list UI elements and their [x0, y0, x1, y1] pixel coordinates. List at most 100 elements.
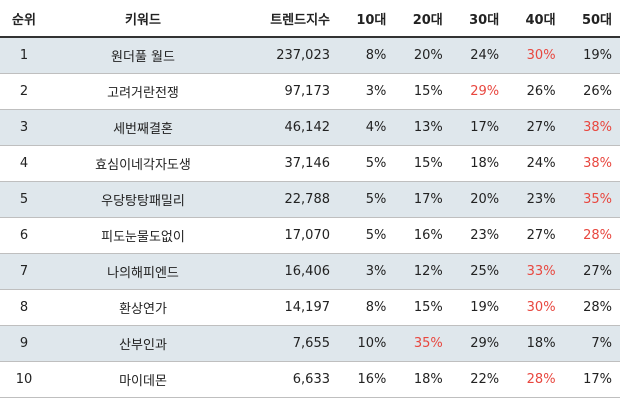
cell-age20: 15%: [413, 299, 443, 315]
table-row: 8 환상연가 14,197 8% 15% 19% 30% 28%: [0, 289, 620, 325]
cell-trend-index: 7,655: [292, 335, 330, 351]
cell-age50: 7%: [591, 335, 612, 351]
cell-keyword: 고려거란전쟁: [107, 85, 179, 101]
cell-age40: 28%: [526, 371, 556, 387]
cell-age20: 20%: [413, 47, 443, 63]
cell-rank: 4: [19, 155, 29, 171]
header-trend-index: 트렌드지수: [270, 12, 330, 28]
cell-rank: 1: [19, 47, 29, 63]
table-row: 10 마이데몬 6,633 16% 18% 22% 28% 17%: [0, 361, 620, 397]
cell-trend-index: 22,788: [284, 191, 331, 207]
cell-age40: 23%: [526, 191, 556, 207]
cell-rank: 10: [15, 371, 33, 387]
cell-age20: 16%: [413, 227, 443, 243]
header-age30: 30대: [469, 12, 500, 28]
cell-age20: 15%: [413, 83, 443, 99]
cell-age40: 27%: [526, 227, 556, 243]
cell-rank: 7: [19, 263, 29, 279]
header-age10: 10대: [356, 12, 387, 28]
cell-keyword: 마이데몬: [119, 373, 167, 389]
cell-age30: 29%: [470, 335, 500, 351]
cell-age50: 26%: [583, 83, 612, 99]
cell-age50: 38%: [583, 155, 612, 171]
table-body: 1 원더풀 월드 237,023 8% 20% 24% 30% 19% 2 고려거란전쟁 97,17…: [0, 37, 620, 397]
table-row: 2 고려거란전쟁 97,173 3% 15% 29% 26% 26%: [0, 73, 620, 109]
cell-trend-index: 16,406: [284, 263, 331, 279]
cell-keyword: 효심이네각자도생: [95, 157, 191, 173]
cell-age20: 15%: [413, 155, 443, 171]
cell-age40: 27%: [526, 119, 556, 135]
cell-age50: 28%: [583, 227, 612, 243]
table-row: 1 원더풀 월드 237,023 8% 20% 24% 30% 19%: [0, 37, 620, 73]
cell-rank: 9: [19, 335, 29, 351]
cell-age50: 35%: [583, 191, 612, 207]
cell-keyword: 산부인과: [119, 337, 167, 353]
cell-trend-index: 14,197: [284, 299, 331, 315]
cell-trend-index: 17,070: [284, 227, 331, 243]
cell-age50: 19%: [583, 47, 612, 63]
cell-age10: 5%: [365, 191, 387, 207]
cell-age40: 33%: [526, 263, 556, 279]
cell-trend-index: 97,173: [284, 83, 331, 99]
cell-age10: 3%: [365, 263, 387, 279]
cell-rank: 8: [19, 299, 29, 315]
cell-age10: 8%: [365, 47, 387, 63]
cell-keyword: 세번째결혼: [113, 121, 173, 137]
cell-age20: 18%: [413, 371, 443, 387]
cell-trend-index: 6,633: [292, 371, 330, 387]
cell-rank: 5: [19, 191, 29, 207]
cell-age10: 5%: [365, 227, 387, 243]
cell-age20: 35%: [413, 335, 443, 351]
header-age40: 40대: [525, 12, 556, 28]
cell-age40: 30%: [526, 299, 556, 315]
cell-keyword: 환상연가: [119, 301, 167, 317]
cell-keyword: 나의해피엔드: [107, 265, 179, 281]
cell-age30: 17%: [470, 119, 500, 135]
cell-age10: 5%: [365, 155, 387, 171]
cell-age10: 4%: [365, 119, 387, 135]
cell-keyword: 우당탕탕패밀리: [101, 193, 185, 209]
cell-age10: 3%: [365, 83, 387, 99]
table-header-row: 순위 키워드 트렌드지수 10대 20대 30대 40대 50대: [0, 0, 620, 37]
cell-age20: 17%: [413, 191, 443, 207]
cell-trend-index: 37,146: [284, 155, 331, 171]
cell-rank: 6: [19, 227, 29, 243]
table-row: 3 세번째결혼 46,142 4% 13% 17% 27% 38%: [0, 109, 620, 145]
header-age50: 50대: [581, 12, 612, 28]
cell-age20: 12%: [413, 263, 443, 279]
table-row: 9 산부인과 7,655 10% 35% 29% 18% 7%: [0, 325, 620, 361]
table-row: 4 효심이네각자도생 37,146 5% 15% 18% 24% 38%: [0, 145, 620, 181]
cell-age30: 22%: [470, 371, 500, 387]
cell-age30: 23%: [470, 227, 500, 243]
cell-age40: 24%: [526, 155, 556, 171]
table-row: 7 나의해피엔드 16,406 3% 12% 25% 33% 27%: [0, 253, 620, 289]
cell-age30: 29%: [470, 83, 500, 99]
table-row: 5 우당탕탕패밀리 22,788 5% 17% 20% 23% 35%: [0, 181, 620, 217]
cell-age50: 17%: [583, 371, 612, 387]
cell-trend-index: 237,023: [276, 47, 330, 63]
cell-age10: 10%: [357, 335, 387, 351]
cell-age40: 26%: [526, 83, 556, 99]
cell-age40: 18%: [526, 335, 556, 351]
cell-age30: 24%: [470, 47, 500, 63]
cell-age30: 18%: [470, 155, 500, 171]
cell-age30: 20%: [470, 191, 500, 207]
cell-keyword: 피도눈물도없이: [101, 229, 185, 245]
cell-age50: 27%: [583, 263, 612, 279]
cell-age30: 19%: [470, 299, 500, 315]
cell-age10: 8%: [365, 299, 387, 315]
cell-rank: 3: [19, 119, 29, 135]
header-age20: 20대: [412, 12, 443, 28]
header-rank: 순위: [12, 12, 36, 28]
cell-age50: 38%: [583, 119, 612, 135]
cell-age10: 16%: [357, 371, 387, 387]
cell-trend-index: 46,142: [284, 119, 331, 135]
cell-age50: 28%: [583, 299, 612, 315]
header-keyword: 키워드: [125, 12, 161, 28]
table-row: 6 피도눈물도없이 17,070 5% 16% 23% 27% 28%: [0, 217, 620, 253]
cell-age40: 30%: [526, 47, 556, 63]
cell-age20: 13%: [413, 119, 443, 135]
cell-age30: 25%: [470, 263, 500, 279]
cell-keyword: 원더풀 월드: [111, 49, 175, 65]
